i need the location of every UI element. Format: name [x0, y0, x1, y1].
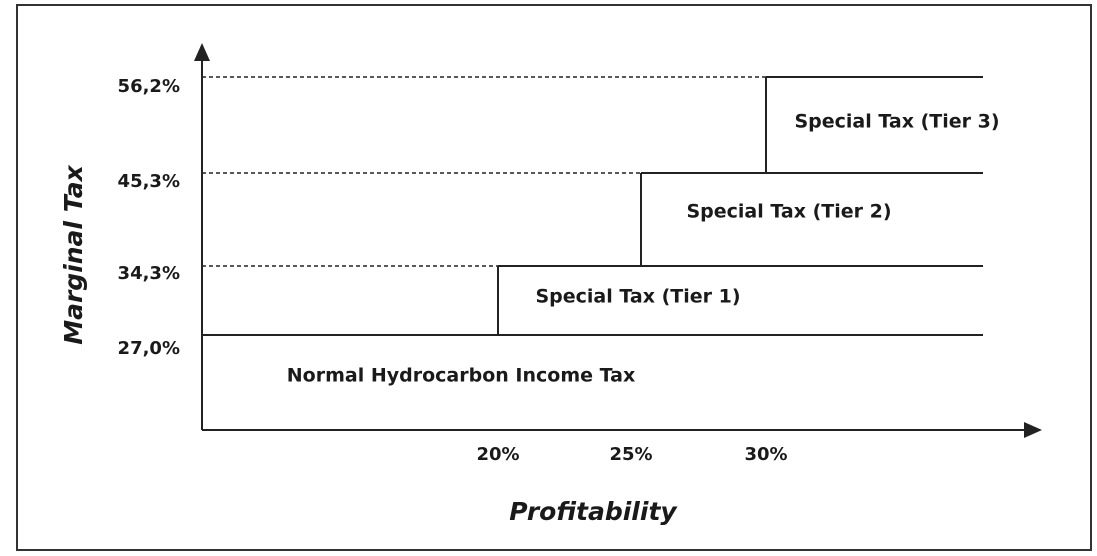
x-label: 25%: [609, 444, 652, 465]
x-label: 20%: [476, 444, 519, 465]
y-label: 27,0%: [118, 338, 180, 359]
frame: [16, 4, 1092, 551]
region-label: Special Tax (Tier 1): [535, 286, 740, 308]
region-label: Normal Hydrocarbon Income Tax: [287, 365, 635, 387]
x-label: 30%: [744, 444, 787, 465]
region-label: Special Tax (Tier 2): [686, 201, 891, 223]
y-label: 34,3%: [118, 263, 180, 284]
y-axis-title: Marginal Tax: [59, 164, 88, 344]
region-label: Special Tax (Tier 3): [794, 111, 999, 133]
x-axis-title: Profitability: [509, 497, 678, 526]
y-label: 45,3%: [118, 171, 180, 192]
y-label: 56,2%: [118, 76, 180, 97]
